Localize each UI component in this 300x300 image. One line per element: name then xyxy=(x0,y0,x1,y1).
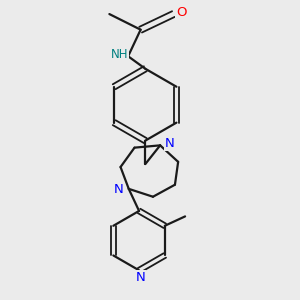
Text: NH: NH xyxy=(111,48,128,61)
Text: N: N xyxy=(136,271,146,284)
Text: N: N xyxy=(165,137,174,150)
Text: O: O xyxy=(176,6,187,19)
Text: N: N xyxy=(114,183,124,196)
